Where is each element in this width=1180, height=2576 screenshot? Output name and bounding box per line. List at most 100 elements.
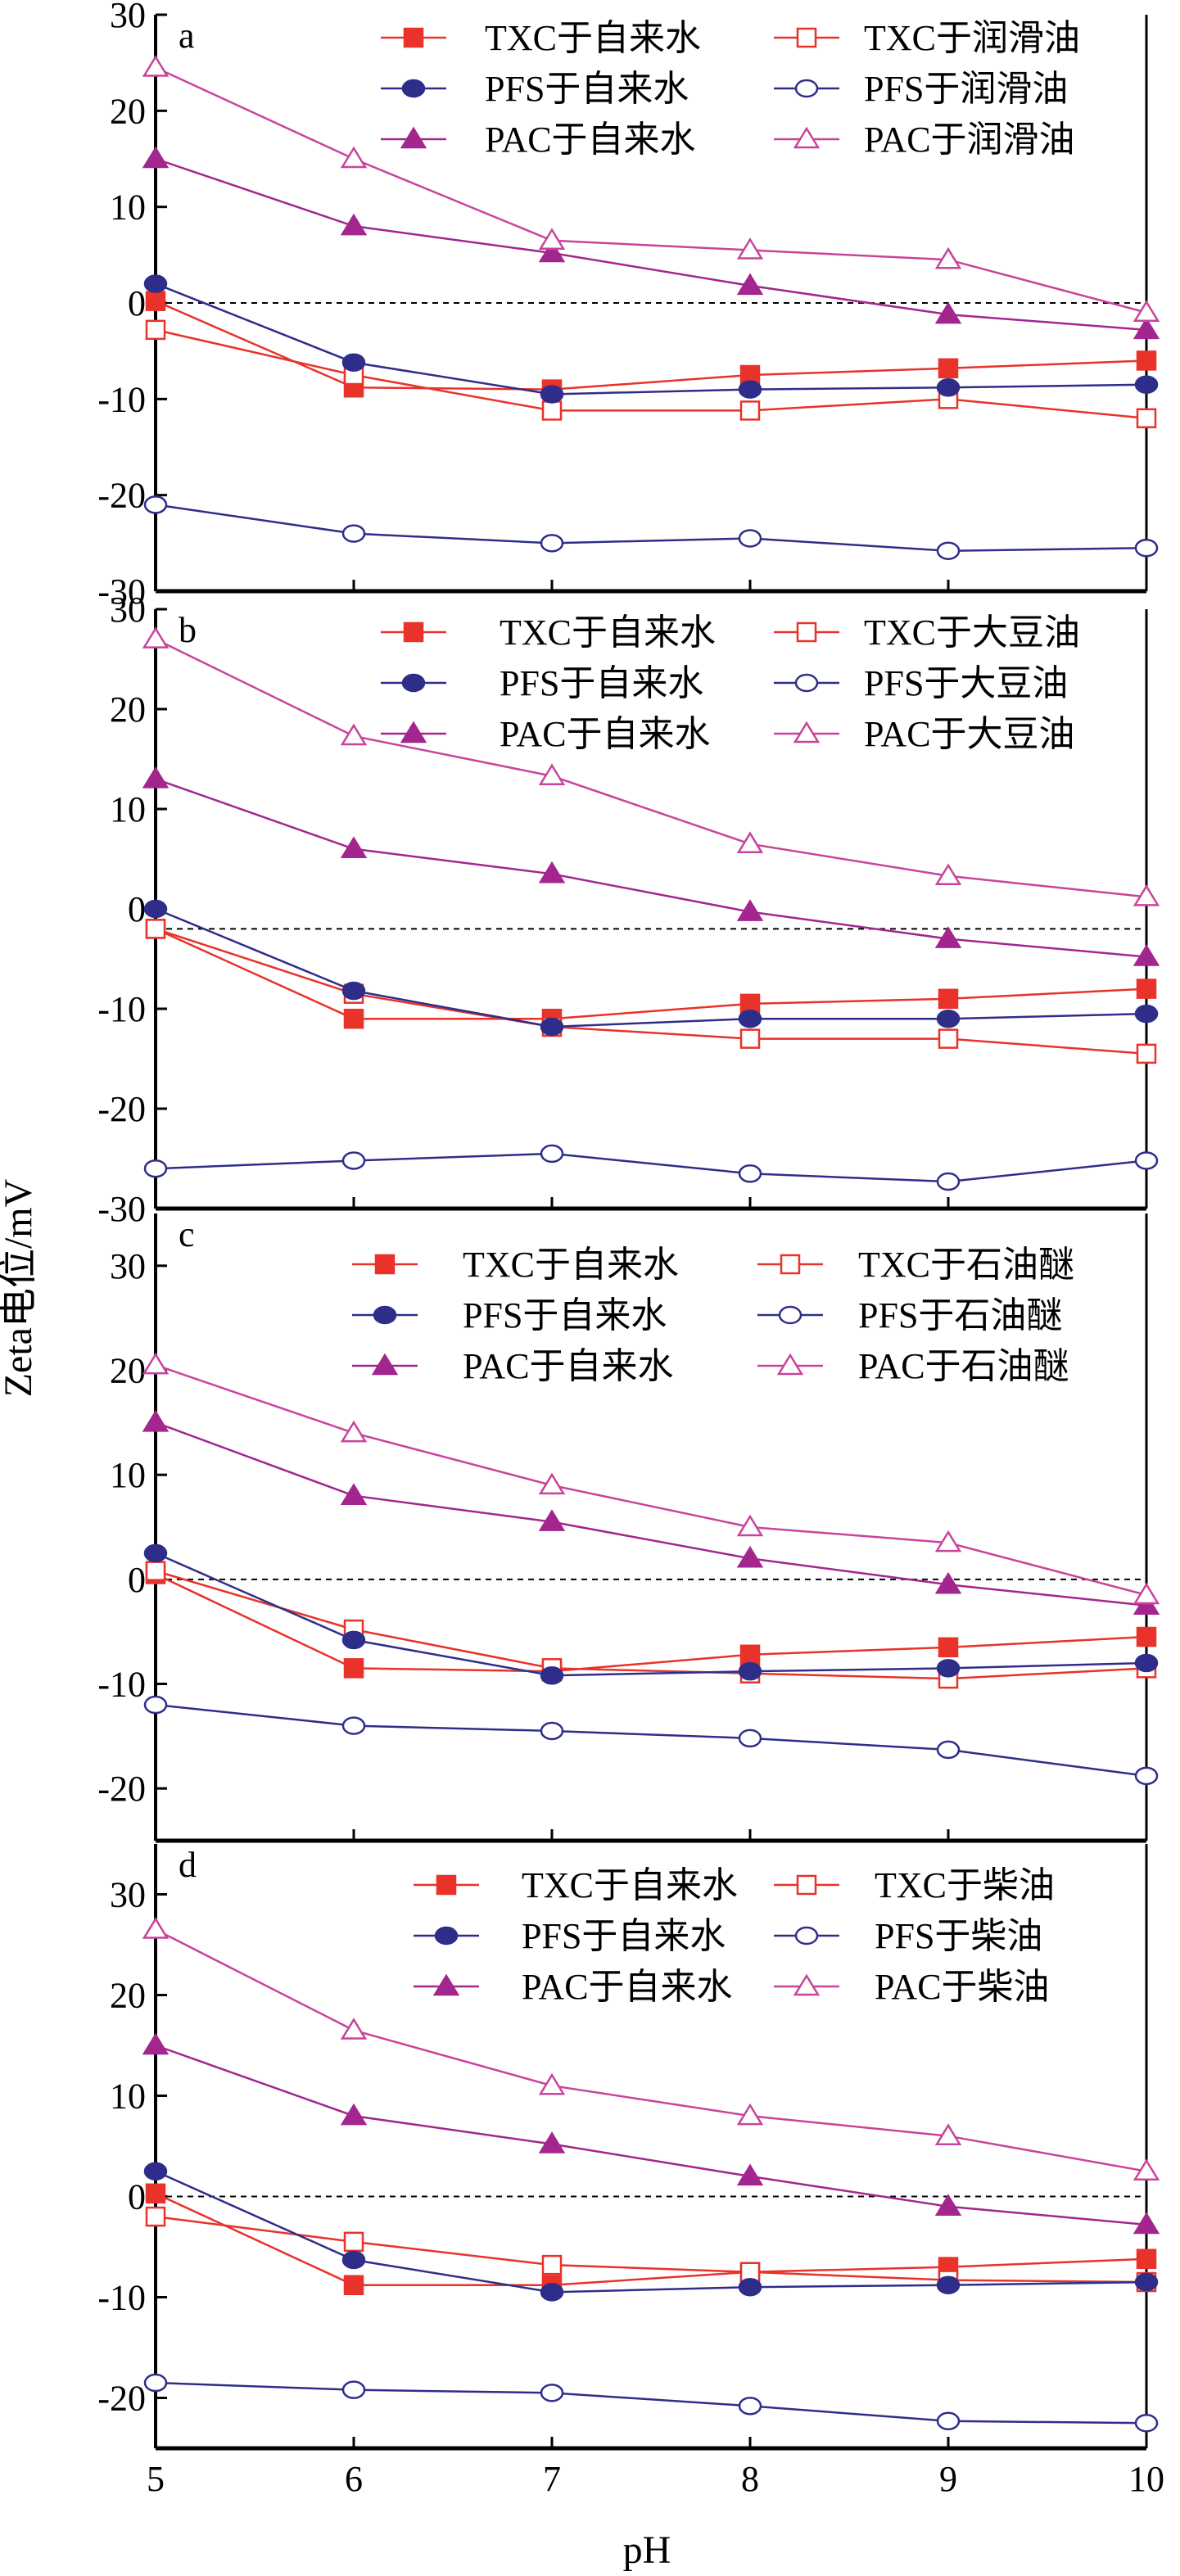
series-1	[145, 1561, 1157, 1689]
legend-label: TXC于自来水	[485, 18, 701, 58]
data-point	[934, 863, 962, 885]
legend-marker	[401, 79, 426, 98]
y-tick-label: -30	[97, 572, 146, 612]
data-point	[343, 2231, 364, 2253]
legend-label: PFS于自来水	[500, 663, 703, 703]
data-point	[540, 2384, 564, 2402]
data-point	[540, 1017, 564, 1037]
legend-marker	[400, 721, 427, 743]
series-3	[143, 1144, 1159, 1191]
x-tick-label: 9	[939, 2459, 957, 2499]
series-line	[155, 1570, 1147, 1680]
y-tick-label: 10	[110, 1455, 146, 1495]
legend-label: PAC于润滑油	[864, 120, 1075, 160]
series-line	[155, 778, 1147, 958]
data-point	[1134, 1766, 1159, 1786]
data-point	[341, 1630, 366, 1650]
data-point	[934, 2194, 962, 2217]
data-point	[143, 495, 168, 514]
series-line	[155, 2044, 1147, 2226]
data-point	[142, 766, 170, 789]
legend-swatch	[774, 721, 839, 743]
y-tick-label: 30	[110, 1875, 146, 1915]
data-point	[540, 1666, 564, 1685]
series-0	[145, 919, 1157, 1029]
data-point	[738, 2277, 762, 2297]
series-2	[143, 2162, 1159, 2302]
legend-marker	[793, 1973, 821, 1996]
legend-marker	[401, 673, 426, 693]
data-point	[1136, 1626, 1157, 1647]
series-line	[155, 1703, 1147, 1778]
data-point	[738, 529, 762, 548]
y-tick-label: 10	[110, 789, 146, 829]
data-point	[538, 861, 566, 884]
series-line	[155, 328, 1147, 420]
legend-label: PFS于大豆油	[864, 663, 1068, 703]
panel-letter: b	[179, 610, 197, 650]
y-tick-label: 20	[110, 1976, 146, 2016]
legend-marker	[436, 1874, 457, 1896]
legend-label: PFS于石油醚	[858, 1295, 1062, 1335]
x-axis-title: pH	[623, 2529, 671, 2572]
legend-swatch	[352, 1305, 418, 1325]
legend-swatch	[774, 621, 839, 643]
series-5	[142, 1917, 1160, 2181]
y-tick-label: 20	[110, 689, 146, 730]
data-point	[936, 2275, 961, 2294]
x-tick-label: 8	[741, 2459, 759, 2499]
data-point	[145, 1561, 166, 1581]
legend-swatch	[381, 27, 446, 48]
series-4	[142, 2032, 1160, 2235]
data-point	[736, 831, 764, 853]
data-point	[936, 1740, 961, 1760]
series-line	[155, 300, 1147, 391]
legend-label: PFS于柴油	[875, 1916, 1042, 1956]
legend-marker	[794, 79, 819, 98]
legend-label: PAC于柴油	[875, 1967, 1050, 2007]
data-point	[934, 246, 962, 269]
legend-swatch	[381, 79, 446, 98]
data-point	[1133, 2158, 1160, 2181]
y-tick-label: 30	[110, 0, 146, 35]
data-point	[538, 763, 566, 785]
legend-marker	[776, 1353, 804, 1376]
legend-marker	[796, 27, 817, 48]
y-tick-label: -20	[97, 2379, 146, 2419]
legend-label: PAC于石油醚	[858, 1346, 1069, 1386]
series-line	[155, 2381, 1147, 2425]
legend-label: TXC于大豆油	[864, 612, 1080, 653]
data-point	[142, 1409, 170, 1432]
legend-marker	[793, 126, 821, 149]
data-point	[143, 899, 168, 919]
legend-swatch	[757, 1254, 823, 1275]
series-line	[155, 928, 1147, 1055]
data-point	[341, 981, 366, 1001]
legend-label: TXC于润滑油	[864, 18, 1080, 58]
legend-label: PAC于自来水	[463, 1346, 674, 1386]
series-0	[145, 291, 1157, 400]
data-point	[938, 988, 959, 1010]
data-point	[938, 1637, 959, 1658]
data-point	[1134, 375, 1159, 394]
legend-label: PFS于润滑油	[864, 69, 1068, 109]
series-1	[145, 919, 1157, 1064]
data-point	[738, 1729, 762, 1748]
legend-marker	[796, 621, 817, 643]
data-point	[738, 1661, 762, 1681]
legend-marker	[400, 126, 427, 149]
series-line	[155, 66, 1147, 314]
legend-marker	[778, 1305, 802, 1325]
data-point	[540, 534, 564, 553]
series-3	[143, 495, 1159, 560]
data-point	[343, 2275, 364, 2295]
data-point	[1133, 1593, 1160, 1615]
series-line	[155, 2215, 1147, 2284]
data-point	[341, 2380, 366, 2399]
data-point	[142, 146, 170, 169]
legend-swatch	[757, 1353, 823, 1376]
y-axis-title: Zeta电位/mV	[0, 1178, 40, 1397]
data-point	[736, 273, 764, 296]
data-point	[538, 2131, 566, 2153]
